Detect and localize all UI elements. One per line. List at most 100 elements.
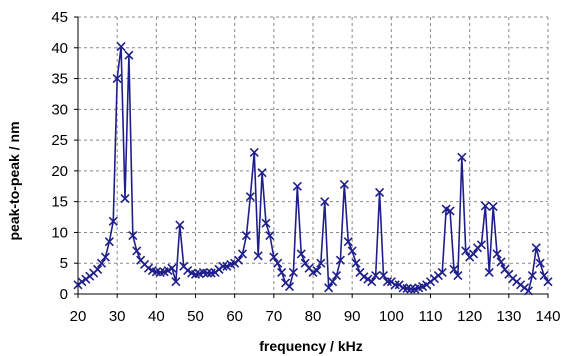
data-point-33 xyxy=(202,268,212,278)
data-point-98 xyxy=(457,152,467,162)
data-point-11 xyxy=(116,41,126,52)
data-point-65 xyxy=(328,277,338,287)
data-point-24 xyxy=(167,263,177,273)
data-point-96 xyxy=(449,264,459,274)
data-point-45 xyxy=(249,147,259,157)
x-tick-label-6: 80 xyxy=(305,308,322,325)
x-tick-label-8: 100 xyxy=(379,308,404,325)
data-point-108 xyxy=(496,257,506,267)
data-point-71 xyxy=(351,258,361,268)
data-point-63 xyxy=(320,197,330,207)
data-point-70 xyxy=(347,246,357,256)
y-axis-title: peak-to-peak / nm xyxy=(6,121,22,240)
x-axis-title: frequency / kHz xyxy=(259,338,362,354)
data-point-69 xyxy=(343,237,353,247)
y-tick-label-8: 40 xyxy=(51,40,68,57)
data-point-57 xyxy=(296,249,306,259)
y-tick-labels: 0 5 10 15 20 25 30 35 40 45 xyxy=(51,9,68,303)
data-point-85 xyxy=(406,284,416,294)
data-point-47 xyxy=(257,168,267,178)
data-point-61 xyxy=(312,266,322,276)
data-point-99 xyxy=(461,246,471,256)
data-point-67 xyxy=(335,255,345,265)
data-point-104 xyxy=(480,201,490,211)
data-point-56 xyxy=(292,181,302,191)
data-point-37 xyxy=(218,261,228,271)
data-point-10 xyxy=(112,73,122,84)
x-tick-label-9: 110 xyxy=(419,308,443,325)
y-tick-label-0: 0 xyxy=(60,286,68,303)
data-point-5 xyxy=(93,264,103,274)
series-markers xyxy=(73,41,553,296)
x-tick-label-4: 60 xyxy=(226,308,243,325)
data-point-12 xyxy=(120,194,130,204)
data-point-62 xyxy=(316,258,326,268)
x-tick-label-1: 30 xyxy=(109,308,126,325)
y-tick-label-3: 15 xyxy=(51,194,68,211)
data-point-95 xyxy=(445,206,455,216)
data-point-76 xyxy=(371,270,381,281)
data-point-106 xyxy=(488,202,498,212)
x-tick-labels: 20 30 40 50 60 70 80 90 100 110 120 130 140 xyxy=(70,308,561,325)
y-tick-label-9: 45 xyxy=(51,9,68,26)
data-point-97 xyxy=(453,270,463,281)
data-point-26 xyxy=(175,220,185,230)
data-point-118 xyxy=(535,258,545,268)
y-tick-label-2: 10 xyxy=(51,224,68,241)
grid xyxy=(78,16,549,294)
data-point-6 xyxy=(96,258,107,268)
data-point-117 xyxy=(531,243,541,253)
data-point-52 xyxy=(277,267,287,278)
y-tick-label-4: 20 xyxy=(51,163,68,180)
data-point-25 xyxy=(171,277,181,287)
data-point-7 xyxy=(100,252,110,262)
data-point-64 xyxy=(324,283,334,293)
data-point-43 xyxy=(241,230,251,241)
data-point-54 xyxy=(284,282,295,292)
data-point-42 xyxy=(237,249,248,259)
data-point-101 xyxy=(469,249,479,259)
data-point-55 xyxy=(288,267,298,278)
x-tick-label-2: 40 xyxy=(148,308,165,325)
data-point-105 xyxy=(484,267,494,278)
data-point-75 xyxy=(367,277,377,287)
data-point-50 xyxy=(269,252,279,262)
data-point-116 xyxy=(527,270,537,281)
data-point-107 xyxy=(492,249,502,259)
y-tick-label-1: 5 xyxy=(60,255,68,272)
data-point-14 xyxy=(128,230,138,241)
data-point-120 xyxy=(543,277,553,287)
data-point-103 xyxy=(476,240,486,250)
data-point-13 xyxy=(124,50,134,60)
data-point-46 xyxy=(253,251,263,261)
y-tick-label-6: 30 xyxy=(51,101,68,118)
x-tick-label-7: 90 xyxy=(344,308,361,325)
data-point-81 xyxy=(390,280,400,290)
x-tick-label-10: 120 xyxy=(457,308,482,325)
x-tick-label-12: 140 xyxy=(535,308,560,325)
data-point-9 xyxy=(108,216,118,226)
data-point-51 xyxy=(273,258,283,268)
data-point-41 xyxy=(234,255,244,265)
y-tick-label-5: 25 xyxy=(51,132,68,149)
data-point-15 xyxy=(132,246,142,256)
data-point-68 xyxy=(339,179,349,189)
data-point-78 xyxy=(378,270,389,281)
x-tick-label-0: 20 xyxy=(70,308,87,325)
x-tick-label-5: 70 xyxy=(265,308,282,325)
data-point-119 xyxy=(539,270,549,281)
x-tick-label-11: 130 xyxy=(496,308,521,325)
data-point-44 xyxy=(245,192,255,202)
data-point-115 xyxy=(523,286,533,296)
data-point-8 xyxy=(104,237,114,247)
data-point-49 xyxy=(265,230,275,241)
data-point-77 xyxy=(375,187,385,197)
x-tick-label-3: 50 xyxy=(187,308,204,325)
data-point-79 xyxy=(382,277,392,287)
data-point-93 xyxy=(437,267,447,278)
axes xyxy=(74,16,549,298)
y-tick-label-7: 35 xyxy=(51,71,68,88)
data-point-66 xyxy=(331,270,342,281)
data-point-48 xyxy=(261,218,271,228)
